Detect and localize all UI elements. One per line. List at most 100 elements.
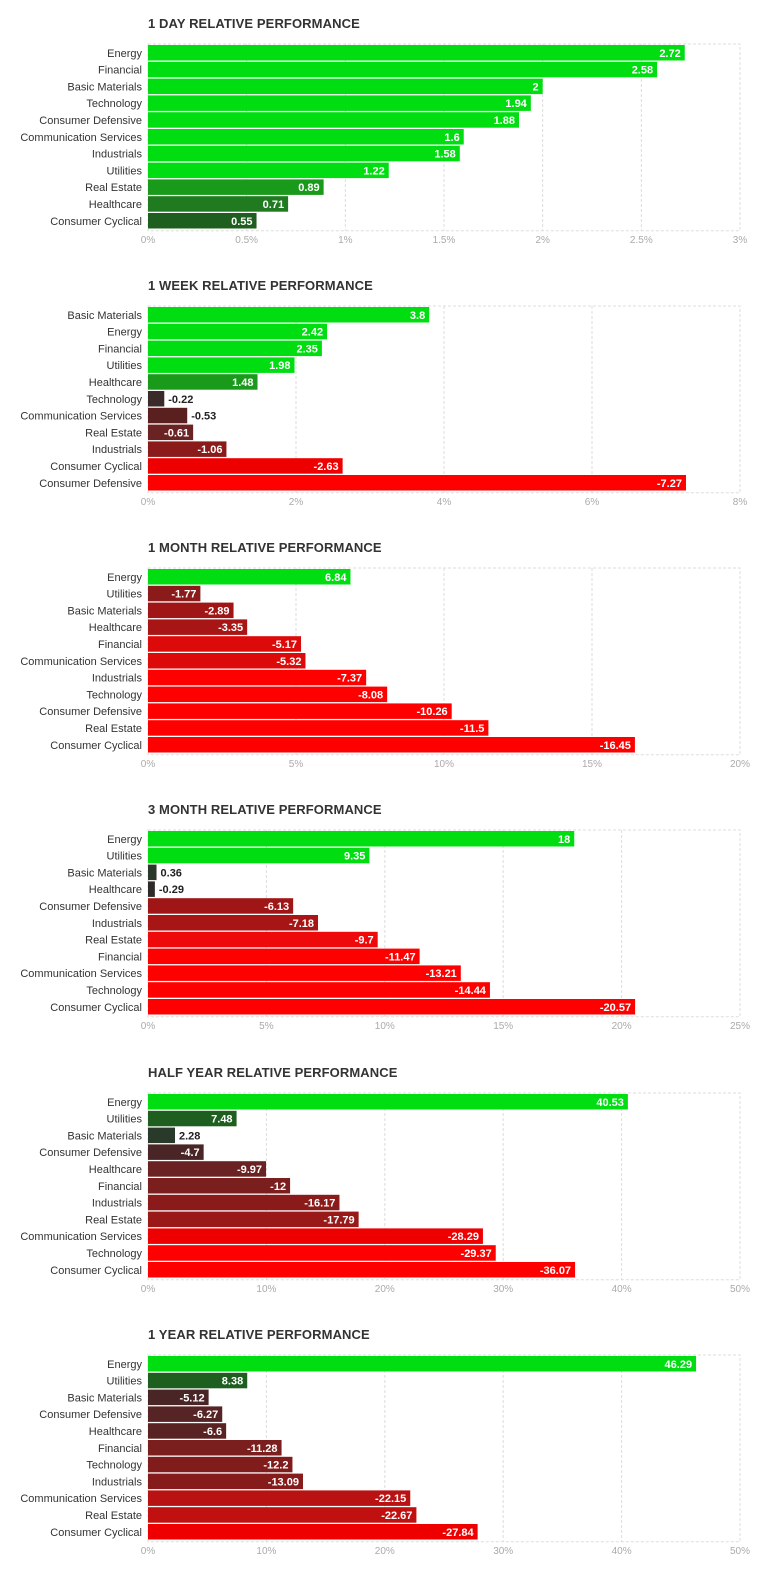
value-label: -29.37 xyxy=(461,1248,492,1260)
value-label: 1.88 xyxy=(494,115,515,127)
bar xyxy=(148,78,543,95)
value-label: -6.27 xyxy=(193,1409,218,1421)
bar xyxy=(148,982,490,998)
category-label: Technology xyxy=(86,394,142,406)
value-label: -8.08 xyxy=(358,689,383,701)
bar xyxy=(148,145,460,162)
value-label: 0.71 xyxy=(263,199,284,211)
x-tick-label: 50% xyxy=(730,1546,750,1557)
category-label: Communication Services xyxy=(20,411,142,423)
x-tick-label: 20% xyxy=(612,1021,632,1032)
x-tick-label: 5% xyxy=(289,759,304,770)
value-label: 1.48 xyxy=(232,377,253,389)
x-tick-label: 30% xyxy=(493,1284,513,1295)
category-label: Consumer Defensive xyxy=(39,478,142,490)
value-label: 0.55 xyxy=(231,216,252,228)
category-label: Basic Materials xyxy=(67,81,142,93)
bar-chart: 0% 5% 10% 15% 20% 25% Energy 18 Utilities 9.35 Bas… xyxy=(20,829,750,1032)
category-label: Technology xyxy=(86,1460,142,1472)
value-label: -0.22 xyxy=(168,394,193,406)
value-label: 0.89 xyxy=(298,182,319,194)
value-label: -7.18 xyxy=(289,918,314,930)
bar xyxy=(148,881,155,897)
bar xyxy=(148,323,328,340)
value-label: 2.28 xyxy=(179,1130,200,1142)
bar xyxy=(148,1389,209,1406)
category-label: Consumer Defensive xyxy=(39,1147,142,1159)
bar xyxy=(148,1262,576,1278)
value-label: -17.79 xyxy=(323,1214,354,1226)
value-label: -16.45 xyxy=(600,740,631,752)
value-label: -5.32 xyxy=(276,656,301,668)
value-label: -5.12 xyxy=(180,1392,205,1404)
bar xyxy=(148,737,635,753)
x-tick-label: 0% xyxy=(141,1546,156,1557)
value-label: 2.35 xyxy=(296,343,317,355)
x-tick-label: 40% xyxy=(612,1284,632,1295)
x-tick-label: 10% xyxy=(256,1284,276,1295)
chart-panel-3-month: 3 MONTH RELATIVE PERFORMANCE 0% 5% 10% 15% 2… xyxy=(0,786,782,1048)
value-label: -7.37 xyxy=(337,673,362,685)
category-label: Utilities xyxy=(107,360,143,372)
category-label: Energy xyxy=(107,834,142,846)
bar xyxy=(148,948,420,965)
category-label: Utilities xyxy=(107,1114,143,1126)
value-label: 8.38 xyxy=(222,1376,243,1388)
bar xyxy=(148,847,370,864)
category-label: Energy xyxy=(107,1097,142,1109)
x-tick-label: 30% xyxy=(493,1546,513,1557)
category-label: Technology xyxy=(86,98,142,110)
bar xyxy=(148,1178,291,1194)
bar xyxy=(148,653,306,669)
x-tick-label: 5% xyxy=(259,1021,274,1032)
category-label: Healthcare xyxy=(89,1426,142,1438)
x-tick-label: 0% xyxy=(141,759,156,770)
value-label: -12 xyxy=(270,1181,286,1193)
value-label: -6.13 xyxy=(264,901,289,913)
bar xyxy=(148,703,452,719)
bar xyxy=(148,1406,223,1422)
value-label: -3.35 xyxy=(218,622,243,634)
value-label: -11.5 xyxy=(460,723,484,735)
bar xyxy=(148,340,322,357)
category-label: Consumer Cyclical xyxy=(50,740,142,752)
category-label: Communication Services xyxy=(20,132,142,144)
chart-panel-1-month: 1 MONTH RELATIVE PERFORMANCE 0% 5% 10% 15% 2… xyxy=(0,524,782,786)
bar-chart: 0% 5% 10% 15% 20% Energy 6.84 Utilities -1.77 Bas… xyxy=(20,567,750,770)
x-tick-label: 1.5% xyxy=(433,235,456,246)
category-label: Industrials xyxy=(92,444,143,456)
value-label: 0.36 xyxy=(161,867,182,879)
bar xyxy=(148,864,157,881)
bar xyxy=(148,898,294,914)
bar xyxy=(148,179,324,195)
category-label: Real Estate xyxy=(85,427,142,439)
bar xyxy=(148,196,289,212)
bar xyxy=(148,391,165,407)
category-label: Communication Services xyxy=(20,1231,142,1243)
bar xyxy=(148,1094,628,1110)
chart-title: 1 YEAR RELATIVE PERFORMANCE xyxy=(148,1327,370,1342)
x-tick-label: 6% xyxy=(585,497,600,508)
category-label: Industrials xyxy=(92,1476,143,1488)
bar-chart: 0% 0.5% 1% 1.5% 2% 2.5% 3% Energy 2.72 Financial 2… xyxy=(20,43,747,246)
bar xyxy=(148,686,388,703)
bar xyxy=(148,569,351,585)
value-label: -13.21 xyxy=(426,968,457,980)
x-tick-label: 2% xyxy=(535,235,550,246)
x-tick-label: 15% xyxy=(493,1021,513,1032)
category-label: Energy xyxy=(107,1359,142,1371)
x-tick-label: 8% xyxy=(733,497,748,508)
bar xyxy=(148,475,686,491)
value-label: -9.7 xyxy=(355,935,374,947)
bar xyxy=(148,95,531,111)
category-label: Consumer Cyclical xyxy=(50,216,142,228)
category-label: Energy xyxy=(107,48,142,60)
value-label: 1.94 xyxy=(505,98,527,110)
value-label: -0.53 xyxy=(191,411,216,423)
value-label: -13.09 xyxy=(268,1476,299,1488)
category-label: Healthcare xyxy=(89,377,142,389)
category-label: Basic Materials xyxy=(67,310,142,322)
category-label: Healthcare xyxy=(89,884,142,896)
x-tick-label: 2.5% xyxy=(630,235,653,246)
